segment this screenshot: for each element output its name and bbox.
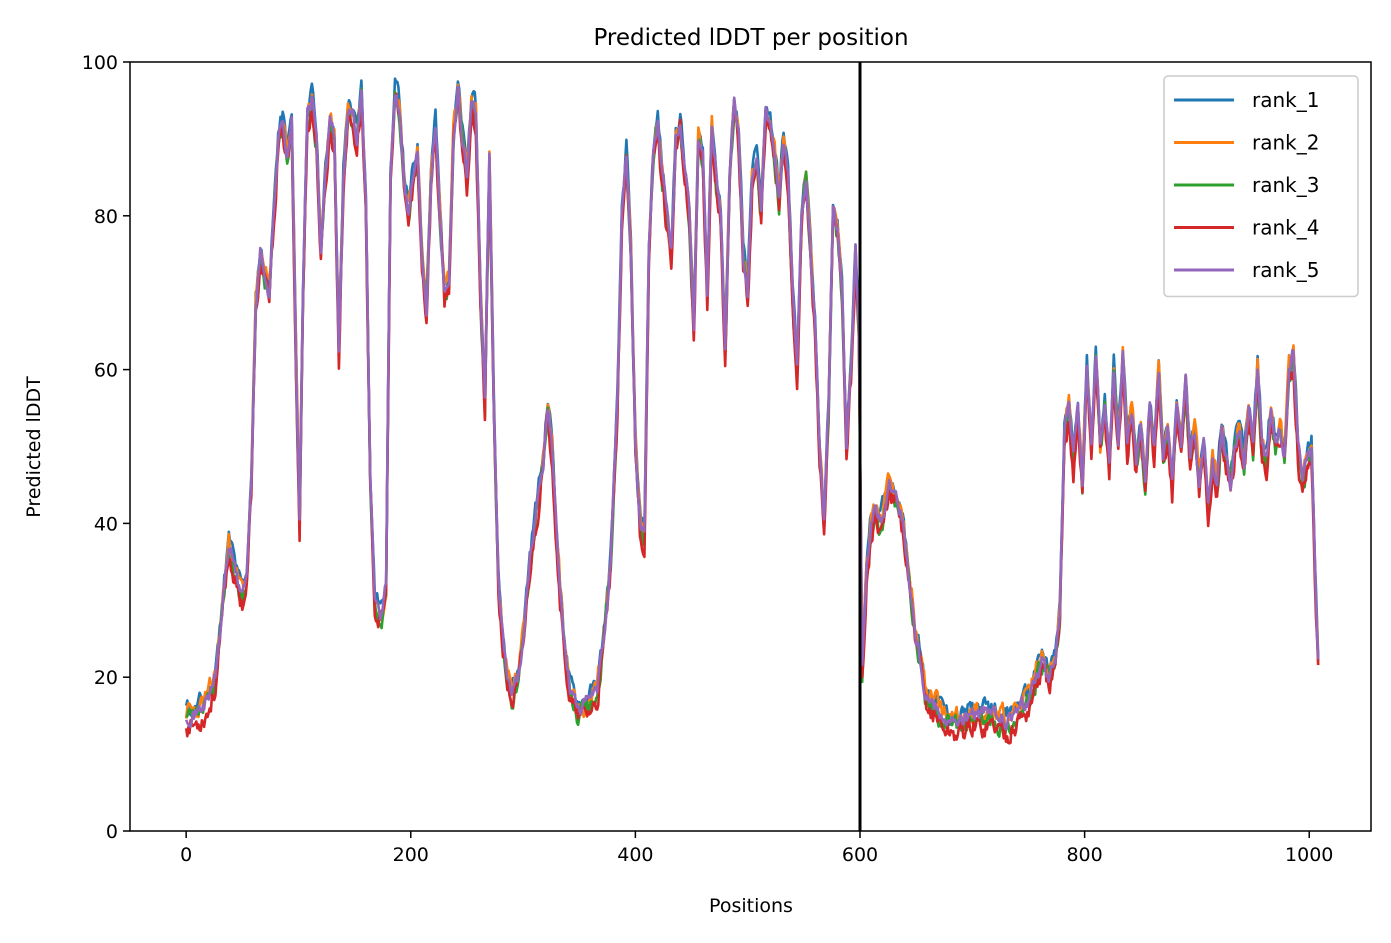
x-axis-label: Positions <box>709 895 793 917</box>
x-tick-label: 200 <box>393 844 429 866</box>
series-line-rank_5 <box>184 85 1320 731</box>
legend-label-rank_1: rank_1 <box>1252 88 1319 112</box>
x-tick-label: 800 <box>1066 844 1102 866</box>
x-tick-label: 600 <box>842 844 878 866</box>
legend-label-rank_4: rank_4 <box>1252 216 1319 240</box>
y-tick-label: 20 <box>94 667 118 689</box>
legend-label-rank_3: rank_3 <box>1252 173 1319 197</box>
chart-title: Predicted lDDT per position <box>593 25 908 51</box>
legend-label-rank_5: rank_5 <box>1252 258 1319 282</box>
y-tick-label: 0 <box>106 821 118 843</box>
y-tick-label: 40 <box>94 513 118 535</box>
x-tick-label: 0 <box>180 844 192 866</box>
legend-frame <box>1163 75 1359 298</box>
y-axis-label: Predicted lDDT <box>23 376 45 518</box>
series-layer <box>184 62 1320 831</box>
legend-label-rank_2: rank_2 <box>1252 131 1319 155</box>
y-tick-label: 80 <box>94 206 118 228</box>
x-tick-label: 400 <box>617 844 653 866</box>
legend: rank_1 rank_2 rank_3 rank_4 rank_5 <box>1163 75 1359 298</box>
y-tick-label: 100 <box>82 52 118 74</box>
x-tick-label: 1000 <box>1285 844 1333 866</box>
y-tick-label: 60 <box>94 360 118 382</box>
axes-layer: 0 200 400 600 800 1000 0 20 40 60 80 100 <box>82 52 1372 866</box>
plot-frame <box>129 61 1372 832</box>
